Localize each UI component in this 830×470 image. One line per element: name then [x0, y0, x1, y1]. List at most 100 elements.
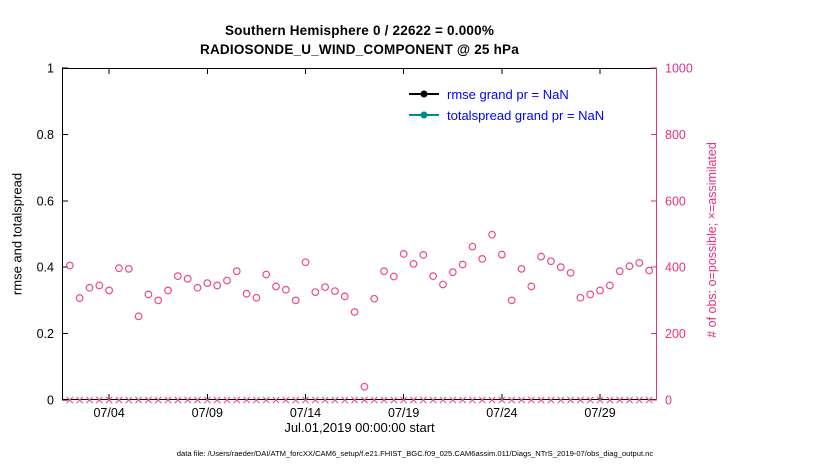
possible-marker — [193, 283, 202, 292]
possible-marker — [380, 267, 388, 276]
assimilated-marker — [400, 396, 408, 404]
x-tick-label: 07/24 — [486, 406, 517, 420]
possible-marker — [547, 257, 555, 266]
assimilated-marker — [468, 396, 476, 404]
possible-marker — [429, 272, 438, 281]
assimilated-marker — [174, 396, 182, 404]
assimilated-marker — [547, 396, 555, 404]
assimilated-marker — [203, 396, 211, 404]
assimilated-marker — [282, 396, 290, 404]
left-tick-label: 0.8 — [37, 128, 54, 142]
assimilated-marker — [95, 396, 103, 404]
assimilated-marker — [586, 396, 594, 404]
possible-marker — [507, 296, 516, 305]
possible-marker — [439, 280, 447, 289]
assimilated-marker — [125, 396, 133, 404]
assimilated-marker — [429, 396, 437, 404]
possible-marker — [331, 287, 339, 296]
possible-marker — [164, 286, 172, 295]
possible-marker — [95, 281, 104, 290]
possible-marker — [527, 282, 536, 291]
assimilated-marker — [626, 396, 633, 404]
possible-marker — [281, 285, 290, 294]
assimilated-marker — [410, 396, 417, 404]
possible-marker — [537, 252, 546, 261]
right-tick-label: 1000 — [665, 62, 693, 76]
possible-marker — [370, 294, 379, 303]
assimilated-marker — [390, 396, 398, 404]
assimilated-marker — [194, 396, 201, 404]
assimilated-marker — [557, 396, 565, 404]
possible-marker — [134, 312, 143, 321]
assimilated-marker — [184, 396, 192, 404]
possible-marker — [350, 308, 359, 316]
left-tick-label: 0 — [47, 394, 54, 408]
possible-marker — [458, 260, 467, 269]
possible-marker — [635, 258, 644, 267]
possible-marker — [252, 293, 261, 302]
possible-marker — [340, 292, 349, 301]
possible-marker — [576, 293, 585, 302]
legend-item-totalspread: totalspread grand pr = NaN — [409, 107, 604, 123]
possible-marker — [419, 251, 428, 259]
x-axis-label: Jul.01,2019 00:00:00 start — [284, 420, 435, 435]
assimilated-marker — [223, 396, 231, 404]
left-tick-label: 0.6 — [37, 194, 54, 208]
assimilated-marker — [144, 396, 152, 404]
legend-totalspread-marker-dot — [420, 111, 428, 119]
possible-marker — [262, 270, 271, 279]
assimilated-marker — [459, 396, 467, 404]
possible-marker — [105, 286, 114, 295]
assimilated-marker — [243, 396, 251, 404]
possible-marker — [301, 258, 310, 267]
legend-rmse-marker-dot — [420, 90, 428, 98]
possible-marker — [497, 250, 506, 259]
possible-marker — [321, 283, 330, 292]
assimilated-marker — [616, 396, 624, 404]
possible-marker — [566, 268, 575, 277]
possible-marker — [272, 282, 280, 291]
possible-marker — [232, 267, 241, 276]
assimilated-marker — [272, 396, 280, 404]
assimilated-marker — [576, 396, 584, 404]
possible-marker — [154, 296, 163, 305]
assimilated-marker — [606, 396, 614, 404]
assimilated-marker — [135, 396, 143, 404]
assimilated-marker — [252, 396, 260, 404]
possible-marker — [213, 281, 222, 290]
x-tick-label: 07/09 — [192, 406, 223, 420]
right-tick-label: 0 — [665, 394, 672, 408]
assimilated-marker — [380, 396, 388, 404]
assimilated-marker — [105, 396, 113, 404]
assimilated-marker — [488, 396, 496, 404]
assimilated-marker — [370, 396, 378, 404]
assimilated-marker — [449, 396, 457, 404]
possible-marker — [291, 296, 300, 305]
right-tick-label: 800 — [665, 128, 686, 142]
possible-marker — [605, 281, 614, 290]
assimilated-marker — [86, 396, 93, 404]
possible-marker — [124, 264, 133, 273]
assimilated-marker — [262, 396, 270, 404]
assimilated-marker — [518, 396, 525, 404]
assimilated-marker — [321, 396, 329, 404]
possible-marker — [144, 290, 153, 299]
possible-marker — [85, 283, 94, 292]
possible-marker — [556, 263, 565, 272]
left-axis-label: rmse and totalspread — [9, 172, 25, 296]
right-axis-label: # of obs: o=possible; ×=assimilated — [705, 142, 719, 338]
assimilated-marker — [164, 396, 172, 404]
assimilated-marker — [645, 396, 653, 404]
possible-marker — [399, 250, 408, 258]
assimilated-marker — [66, 396, 74, 404]
assimilated-marker — [360, 396, 368, 404]
assimilated-marker — [341, 396, 349, 404]
assimilated-marker — [498, 396, 506, 404]
possible-marker — [183, 274, 192, 283]
assimilated-marker — [567, 396, 575, 404]
assimilated-marker — [233, 396, 241, 404]
plot-title-line2: RADIOSONDE_U_WIND_COMPONENT @ 25 hPa — [200, 42, 519, 57]
possible-marker — [173, 272, 182, 281]
data-file-caption: data file: /Users/raeder/DAI/ATM_forcXX/… — [176, 449, 654, 458]
legend-rmse-label: rmse grand pr = NaN — [447, 86, 569, 102]
